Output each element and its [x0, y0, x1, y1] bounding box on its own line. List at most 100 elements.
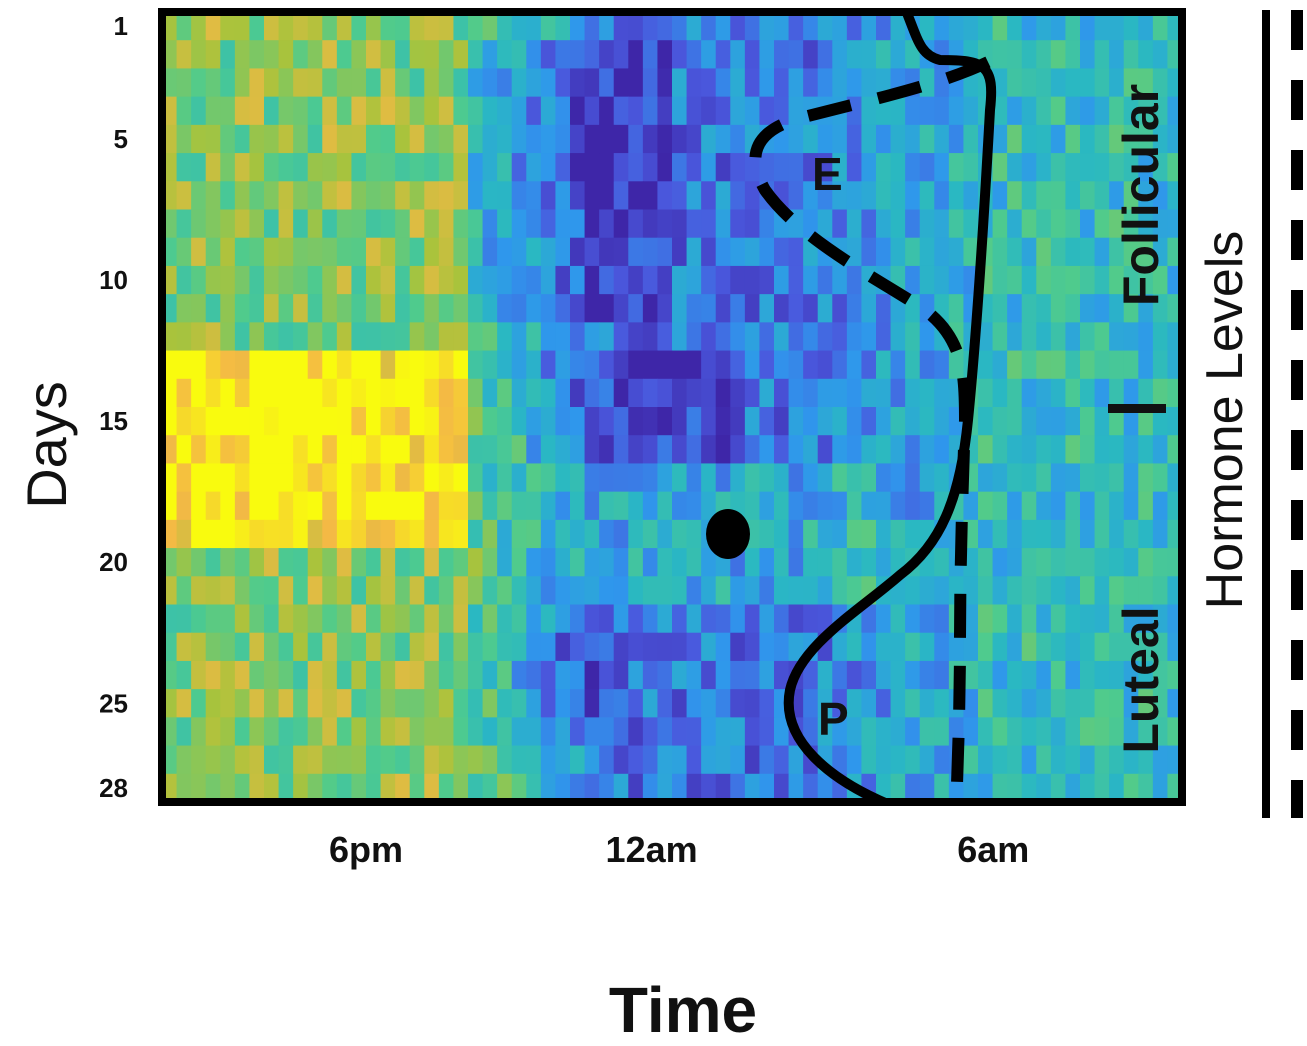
heatmap-cell: [555, 519, 571, 549]
heatmap-cell: [234, 576, 251, 606]
heatmap-cell: [307, 237, 323, 267]
heatmap-cell: [1007, 773, 1023, 802]
heatmap-cell: [409, 773, 425, 802]
heatmap-cell: [409, 378, 425, 408]
heatmap-cell: [788, 237, 804, 267]
heatmap-cell: [788, 491, 804, 521]
heatmap-cell: [701, 378, 717, 408]
heatmap-cell: [205, 745, 221, 775]
heatmap-cell: [613, 265, 629, 295]
heatmap-cell: [1109, 40, 1125, 70]
heatmap-cell: [657, 124, 673, 154]
heatmap-cell: [176, 40, 192, 70]
heatmap-cell: [701, 576, 717, 606]
heatmap-cell: [715, 209, 731, 239]
heatmap-cell: [934, 209, 950, 239]
heatmap-cell: [176, 350, 192, 380]
heatmap-cell: [555, 153, 571, 182]
heatmap-cell: [205, 689, 221, 718]
heatmap-cell: [409, 209, 425, 239]
heatmap-cell: [176, 153, 192, 182]
heatmap-cell: [322, 519, 338, 549]
heatmap-cell: [905, 660, 921, 690]
heatmap-cell: [846, 12, 863, 41]
heatmap-cell: [1094, 322, 1110, 352]
heatmap-cell: [555, 322, 571, 352]
heatmap-cell: [570, 209, 586, 239]
heatmap-cell: [1094, 294, 1110, 323]
heatmap-cell: [584, 773, 600, 802]
heatmap-cell: [759, 519, 775, 549]
heatmap-cell: [978, 689, 994, 718]
heatmap-cell: [672, 491, 688, 521]
heatmap-cell: [380, 181, 396, 211]
heatmap-cell: [395, 237, 411, 267]
y-tick-label: 20: [99, 547, 128, 577]
heatmap-cell: [205, 181, 221, 211]
heatmap-cell: [249, 407, 265, 436]
heatmap-cell: [351, 435, 367, 465]
heatmap-cell: [642, 96, 659, 126]
heatmap-cell: [438, 604, 455, 634]
heatmap-cell: [322, 632, 338, 662]
heatmap-cell: [511, 350, 527, 380]
heatmap-cell: [963, 773, 979, 802]
heatmap-cell: [322, 548, 338, 577]
heatmap-cell: [701, 660, 717, 690]
heatmap-cell: [1123, 153, 1139, 182]
heatmap-cell: [482, 604, 498, 634]
heatmap-cell: [482, 124, 498, 154]
heatmap-cell: [278, 689, 294, 718]
heatmap-cell: [1152, 294, 1169, 323]
heatmap-cell: [876, 153, 892, 182]
heatmap-cell: [628, 407, 644, 436]
heatmap-cell: [1094, 265, 1110, 295]
heatmap-cell: [234, 745, 251, 775]
heatmap-cell: [846, 576, 863, 606]
heatmap-cell: [686, 124, 702, 154]
heatmap-cell: [599, 237, 615, 267]
heatmap-cell: [1065, 237, 1081, 267]
heatmap-cell: [438, 294, 455, 323]
heatmap-cell: [1080, 463, 1096, 493]
heatmap-cell: [1109, 660, 1125, 690]
heatmap-cell: [584, 463, 600, 493]
heatmap-cell: [657, 491, 673, 521]
heatmap-cell: [205, 632, 221, 662]
heatmap-cell: [992, 407, 1008, 436]
heatmap-cell: [1080, 773, 1096, 802]
heatmap-cell: [482, 265, 498, 295]
heatmap-cell: [438, 407, 455, 436]
heatmap-cell: [905, 491, 921, 521]
heatmap-cell: [191, 632, 207, 662]
heatmap-cell: [526, 378, 542, 408]
heatmap-cell: [992, 350, 1008, 380]
heatmap-cell: [511, 773, 527, 802]
heatmap-cell: [1050, 153, 1067, 182]
heatmap-cell: [963, 632, 979, 662]
heatmap-cell: [861, 12, 877, 41]
heatmap-cell: [409, 745, 425, 775]
heatmap-cell: [759, 576, 775, 606]
y-tick-label: 28: [99, 773, 128, 803]
heatmap-cell: [657, 407, 673, 436]
heatmap-cell: [278, 604, 294, 634]
heatmap-cell: [234, 378, 251, 408]
heatmap-cell: [380, 378, 396, 408]
heatmap-cell: [1021, 548, 1037, 577]
heatmap-cell: [774, 407, 790, 436]
heatmap-cell: [293, 181, 309, 211]
heatmap-cell: [1080, 632, 1096, 662]
heatmap-cell: [890, 463, 906, 493]
heatmap-cell: [336, 96, 353, 126]
heatmap-cell: [599, 435, 615, 465]
heatmap-cell: [1007, 717, 1023, 747]
heatmap-cell: [832, 435, 848, 465]
heatmap-cell: [307, 576, 323, 606]
heatmap-cell: [511, 265, 527, 295]
heatmap-cell: [511, 519, 527, 549]
heatmap-cell: [409, 68, 425, 98]
heatmap-cell: [584, 378, 600, 408]
